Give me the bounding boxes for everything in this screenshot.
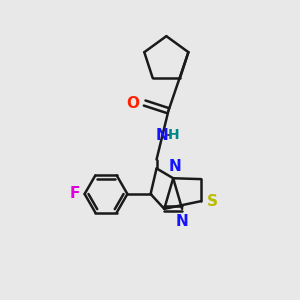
Text: S: S [206, 194, 218, 208]
Text: H: H [168, 128, 180, 142]
Text: N: N [155, 128, 168, 142]
Text: N: N [168, 159, 181, 174]
Text: N: N [176, 214, 188, 229]
Text: O: O [126, 95, 139, 110]
Text: F: F [70, 187, 80, 202]
